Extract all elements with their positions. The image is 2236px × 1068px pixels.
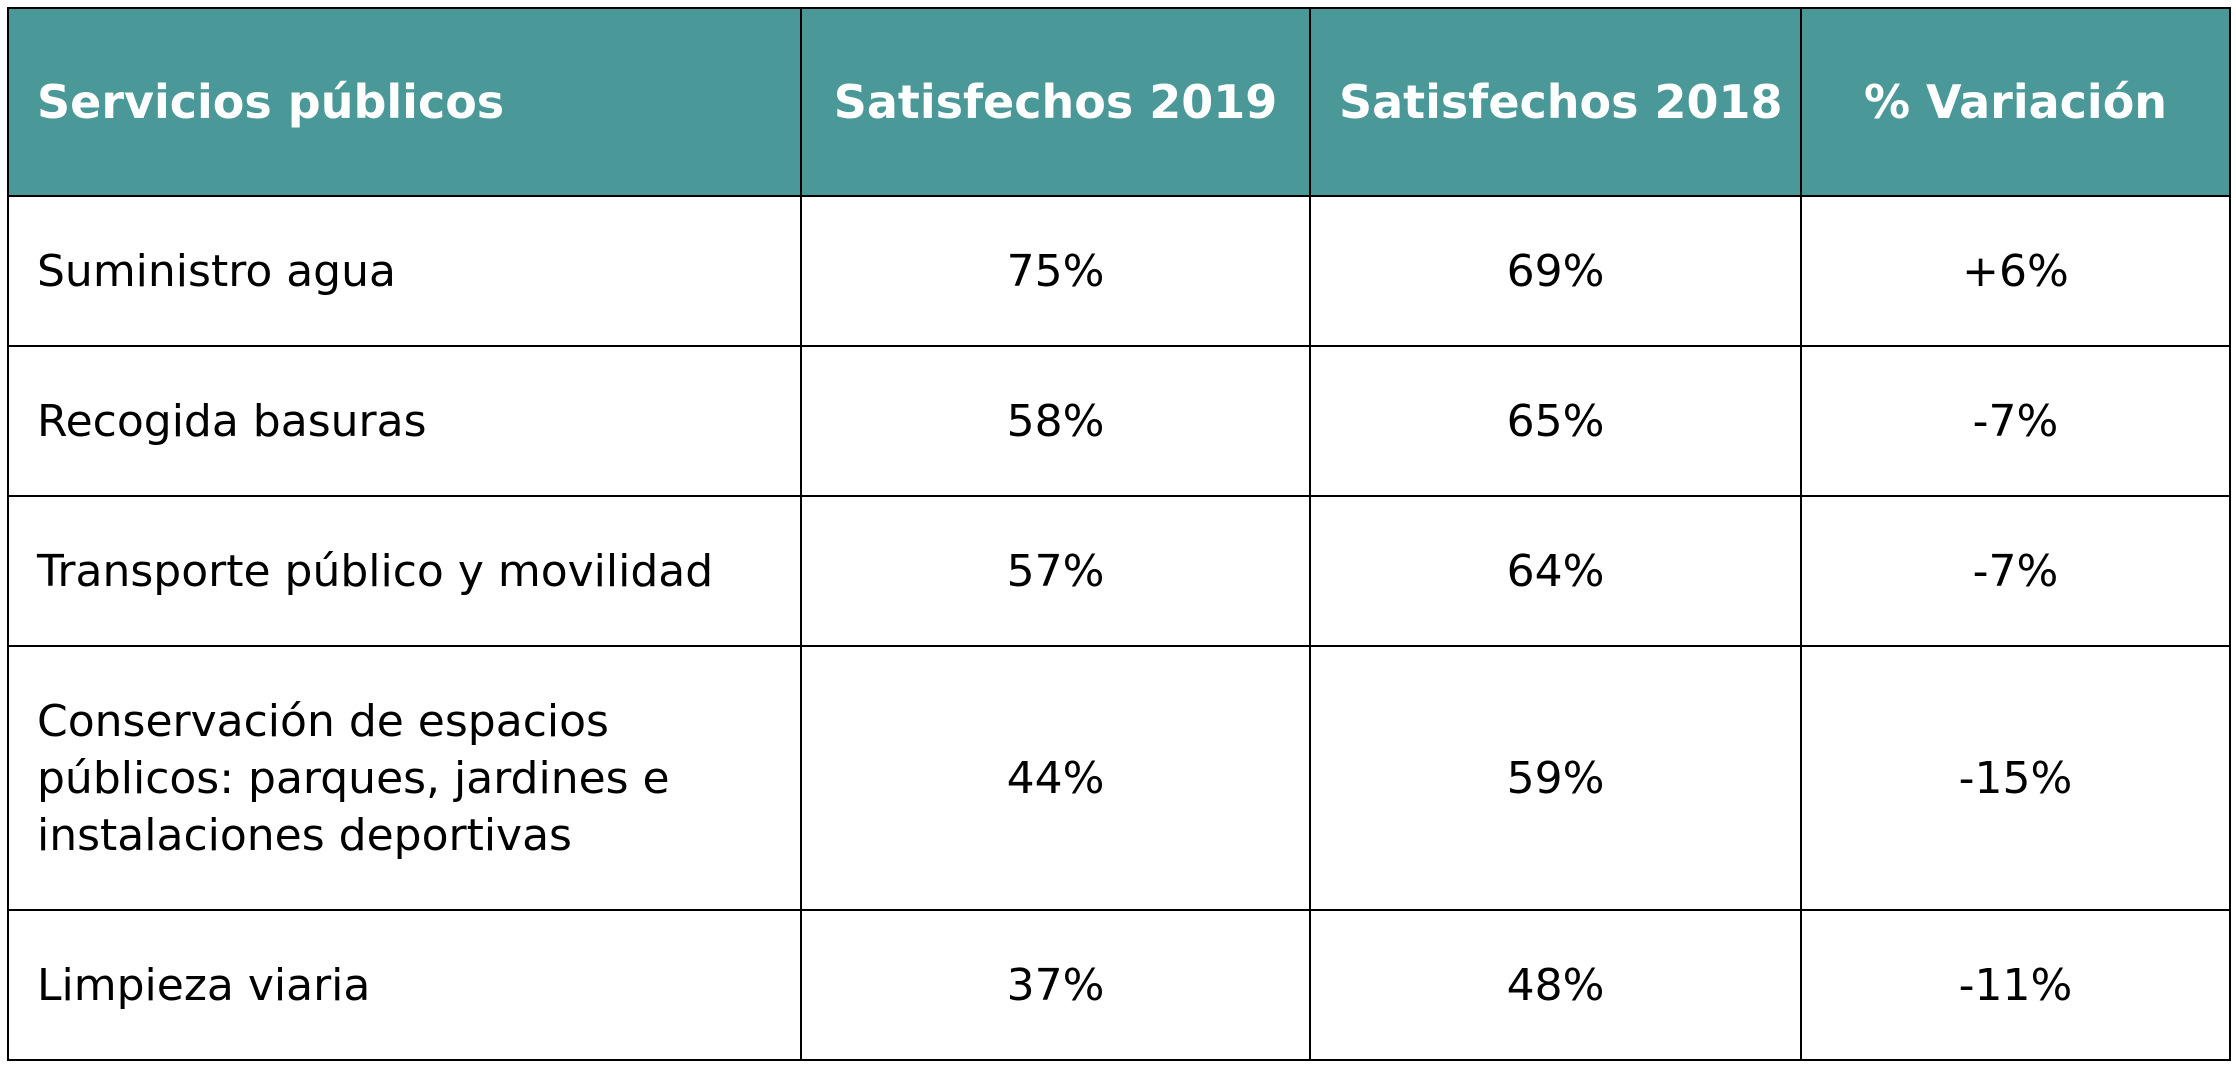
cell-variacion: -15%	[1800, 645, 2231, 911]
table-row: Conservación de espacios públicos: parqu…	[7, 645, 2231, 911]
header-satisfechos-2019: Satisfechos 2019	[800, 7, 1311, 197]
cell-2019: 58%	[800, 345, 1311, 497]
cell-variacion: +6%	[1800, 195, 2231, 347]
cell-servicio: Suministro agua	[7, 195, 802, 347]
cell-2019: 57%	[800, 495, 1311, 647]
cell-2018: 64%	[1309, 495, 1802, 647]
satisfaction-table: Servicios públicos Satisfechos 2019 Sati…	[7, 7, 2231, 1061]
header-variacion: % Variación	[1800, 7, 2231, 197]
cell-variacion: -11%	[1800, 909, 2231, 1061]
table-header: Servicios públicos Satisfechos 2019 Sati…	[7, 7, 2231, 197]
cell-2018: 69%	[1309, 195, 1802, 347]
header-servicios: Servicios públicos	[7, 7, 802, 197]
table-body: Suministro agua 75% 69% +6% Recogida bas…	[7, 195, 2231, 1061]
cell-2019: 75%	[800, 195, 1311, 347]
cell-servicio: Recogida basuras	[7, 345, 802, 497]
cell-2019: 37%	[800, 909, 1311, 1061]
cell-2018: 48%	[1309, 909, 1802, 1061]
table-row: Limpieza viaria 37% 48% -11%	[7, 909, 2231, 1061]
cell-servicio: Conservación de espacios públicos: parqu…	[7, 645, 802, 911]
cell-servicio: Limpieza viaria	[7, 909, 802, 1061]
cell-servicio: Transporte público y movilidad	[7, 495, 802, 647]
table-row: Recogida basuras 58% 65% -7%	[7, 345, 2231, 497]
table-row: Transporte público y movilidad 57% 64% -…	[7, 495, 2231, 647]
cell-2019: 44%	[800, 645, 1311, 911]
cell-variacion: -7%	[1800, 345, 2231, 497]
satisfaction-table-container: Servicios públicos Satisfechos 2019 Sati…	[7, 7, 2231, 1061]
cell-2018: 59%	[1309, 645, 1802, 911]
header-row: Servicios públicos Satisfechos 2019 Sati…	[7, 7, 2231, 197]
header-satisfechos-2018: Satisfechos 2018	[1309, 7, 1802, 197]
table-row: Suministro agua 75% 69% +6%	[7, 195, 2231, 347]
cell-variacion: -7%	[1800, 495, 2231, 647]
cell-2018: 65%	[1309, 345, 1802, 497]
